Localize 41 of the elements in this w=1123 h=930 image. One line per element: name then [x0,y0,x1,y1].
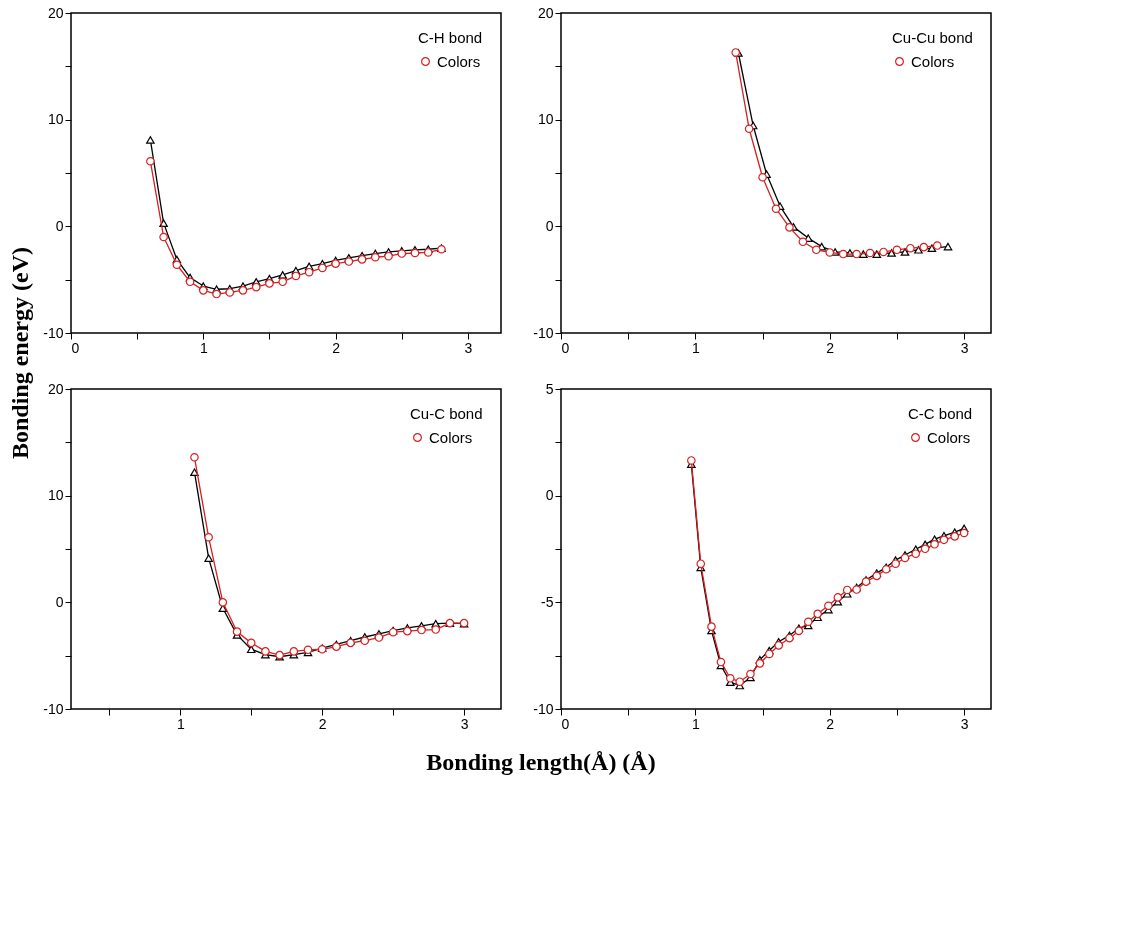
legend-title: C-C bond [908,405,973,422]
legend-title: Cu-C bond [410,405,483,422]
legend-label: Colors [927,428,971,446]
x-tick-label: 0 [71,339,80,356]
x-tick-label: 3 [464,339,473,356]
y-tick-label: 20 [47,380,64,397]
x-tick-label: 0 [561,339,570,356]
legend-label: Colors [911,52,955,70]
x-tick-label: 3 [460,715,469,732]
x-tick-label: 3 [960,715,969,732]
y-tick-label: 0 [55,593,64,610]
x-tick-label: 2 [826,339,835,356]
y-tick-label: 0 [545,217,554,234]
y-axis-title: Bonding energy (eV) [7,247,33,459]
x-tick-label: 1 [199,339,208,356]
y-tick-label: 20 [537,4,554,21]
y-tick-label: -10 [43,324,64,341]
x-axis-title: Bonding length(Å) (Å) [426,749,656,775]
x-tick-label: 1 [176,715,185,732]
y-tick-label: -10 [533,324,554,341]
x-tick-label: 0 [561,715,570,732]
x-tick-label: 1 [691,339,700,356]
x-tick-label: 2 [318,715,327,732]
y-tick-label: 0 [55,217,64,234]
x-tick-label: 2 [826,715,835,732]
x-tick-label: 1 [691,715,700,732]
x-tick-label: 2 [332,339,341,356]
y-tick-label: -10 [43,700,64,717]
y-tick-label: 20 [47,4,64,21]
y-tick-label: 10 [47,487,64,504]
legend-label: Colors [429,428,473,446]
y-tick-label: 10 [537,111,554,128]
y-tick-label: 0 [545,487,554,504]
y-tick-label: 5 [545,380,554,397]
y-tick-label: -10 [533,700,554,717]
legend-label: Colors [437,52,481,70]
y-tick-label: 10 [47,111,64,128]
x-tick-label: 3 [960,339,969,356]
y-tick-label: -5 [541,593,554,610]
legend-title: C-H bond [418,29,483,46]
legend-title: Cu-Cu bond [892,29,973,46]
